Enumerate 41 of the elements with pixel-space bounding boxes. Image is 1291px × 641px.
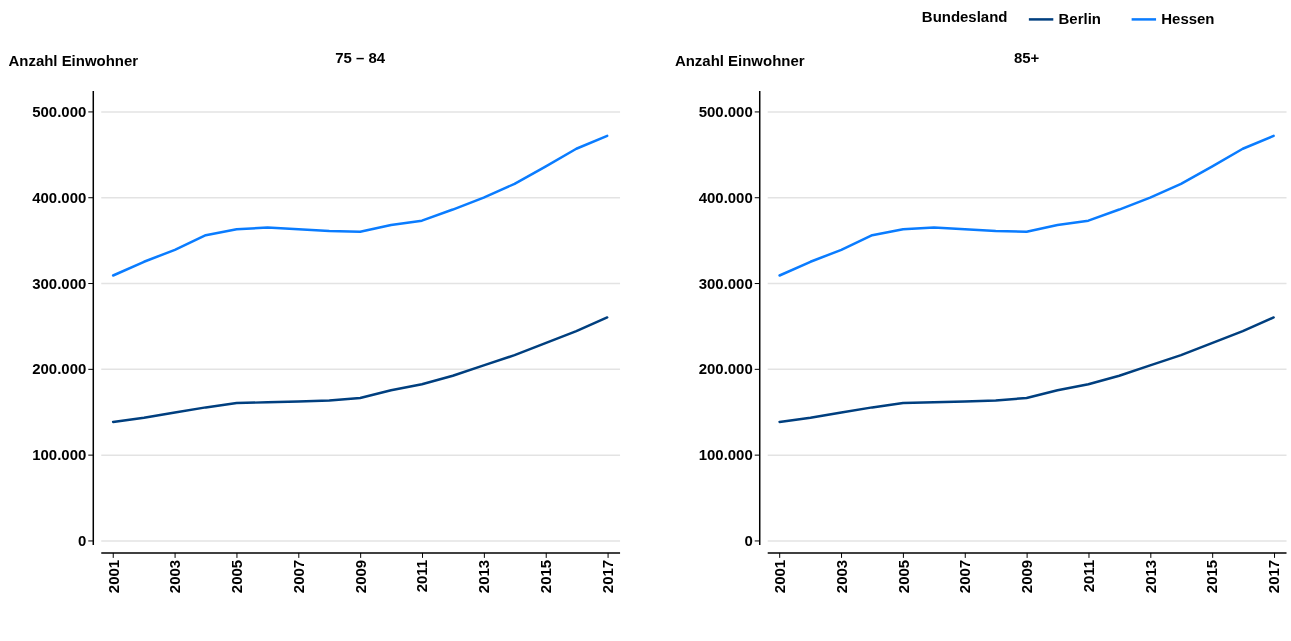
y-tick-label: 400.000 bbox=[698, 189, 753, 207]
x-tick-label: 2011 bbox=[1079, 559, 1097, 593]
x-tick-label: 2017 bbox=[598, 559, 616, 594]
x-tick-label: 2009 bbox=[351, 559, 369, 594]
x-tick-label: 2009 bbox=[1018, 559, 1036, 594]
y-tick-label: 400.000 bbox=[32, 189, 87, 207]
x-tick-label: 2011 bbox=[413, 559, 431, 593]
y-tick-label: 500.000 bbox=[698, 103, 753, 121]
x-tick-label: 2007 bbox=[956, 559, 974, 594]
legend-label: Berlin bbox=[1058, 10, 1101, 28]
x-tick-label: 2013 bbox=[475, 559, 493, 594]
x-tick-label: 2001 bbox=[104, 559, 122, 594]
legend-title: Bundesland bbox=[921, 7, 1008, 25]
x-tick-label: 2013 bbox=[1141, 559, 1159, 594]
y-tick-label: 200.000 bbox=[32, 360, 87, 378]
x-tick-label: 2001 bbox=[771, 559, 789, 594]
line-series bbox=[778, 134, 1275, 277]
y-tick-label: 100.000 bbox=[32, 445, 87, 463]
y-tick-label: 0 bbox=[77, 531, 87, 549]
legend-label: Hessen bbox=[1161, 10, 1215, 28]
line-series bbox=[111, 316, 609, 424]
x-tick-label: 2015 bbox=[536, 559, 554, 594]
x-tick-label: 2017 bbox=[1265, 559, 1283, 594]
y-tick-label: 300.000 bbox=[32, 274, 87, 292]
y-tick-label: 0 bbox=[744, 531, 753, 549]
line-series bbox=[111, 134, 609, 277]
x-tick-label: 2005 bbox=[894, 559, 912, 594]
x-tick-label: 2005 bbox=[228, 559, 246, 594]
chart-title: 75 – 84 bbox=[335, 48, 386, 66]
x-tick-label: 2003 bbox=[166, 559, 184, 594]
x-tick-label: 2007 bbox=[289, 559, 307, 594]
y-axis-title: Anzahl Einwohner bbox=[674, 52, 805, 70]
y-tick-label: 500.000 bbox=[32, 103, 87, 121]
x-tick-label: 2003 bbox=[832, 559, 850, 594]
x-tick-label: 2015 bbox=[1203, 559, 1221, 594]
y-tick-label: 100.000 bbox=[698, 445, 753, 463]
y-tick-label: 200.000 bbox=[698, 360, 753, 378]
line-series bbox=[778, 316, 1275, 424]
y-tick-label: 300.000 bbox=[698, 274, 753, 292]
chart-title: 85+ bbox=[1013, 48, 1040, 66]
y-axis-title: Anzahl Einwohner bbox=[8, 52, 139, 70]
